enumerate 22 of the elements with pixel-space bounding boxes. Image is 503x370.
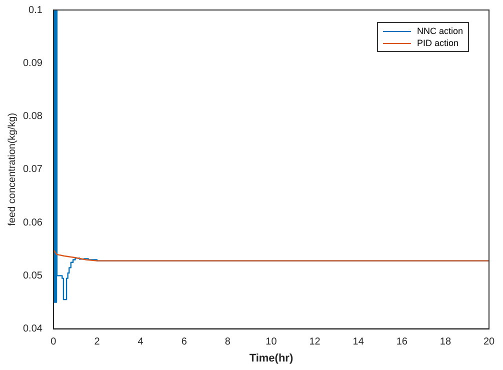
x-tick-label: 8 [224,336,231,348]
x-tick-label: 10 [266,336,278,348]
x-tick-label: 0 [50,336,57,348]
y-tick-label: 0.1 [28,4,43,16]
x-tick-label: 14 [352,336,364,348]
x-tick-label: 20 [483,336,495,348]
x-tick-label: 16 [396,336,408,348]
y-tick-label: 0.04 [22,324,43,335]
y-tick-label: 0.06 [22,217,43,228]
x-tick-label: 2 [94,336,100,348]
y-tick-label: 0.07 [22,164,43,176]
x-tick-label: 4 [138,336,144,348]
y-axis-title: feed concentration(kg/kg) [6,112,18,226]
legend-label: PID action [417,38,459,48]
x-axis-title: Time(hr) [249,352,294,364]
legend-label: NNC action [417,26,464,36]
x-tick-label: 18 [440,336,452,348]
x-tick-label: 6 [181,336,188,348]
y-tick-label: 0.08 [22,111,43,122]
y-tick-label: 0.09 [22,58,43,69]
y-tick-label: 0.05 [22,270,43,282]
x-tick-label: 12 [309,336,321,348]
